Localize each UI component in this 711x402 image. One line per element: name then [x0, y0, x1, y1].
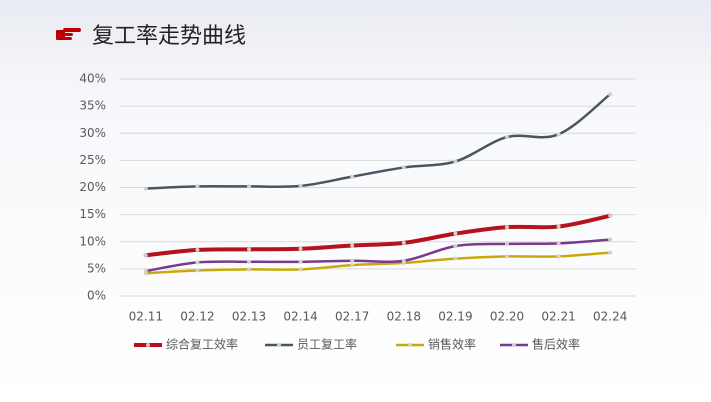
y-tick-label: 35% [79, 99, 106, 113]
point [505, 135, 509, 140]
point [350, 258, 355, 263]
legend-label: 员工复工率 [297, 337, 357, 352]
point [298, 259, 303, 264]
legend-label: 综合复工效率 [166, 337, 238, 352]
series-line [143, 213, 613, 258]
point [247, 267, 251, 272]
legend-label: 销售效率 [428, 337, 476, 352]
legend-marker [408, 343, 412, 347]
point [453, 159, 458, 164]
point [143, 186, 148, 191]
point [350, 263, 355, 268]
point [453, 231, 458, 236]
point [143, 253, 148, 258]
chart-title: 复工率走势曲线 [92, 24, 246, 49]
y-tick-label: 15% [79, 207, 106, 221]
x-tick-label: 02.19 [438, 310, 472, 324]
x-tick-label: 02.11 [129, 310, 163, 324]
point [350, 243, 355, 248]
series-line [144, 238, 612, 273]
point [247, 247, 251, 252]
point [350, 174, 355, 179]
point [608, 237, 613, 242]
y-tick-label: 30% [79, 126, 106, 140]
legend-marker [277, 343, 281, 347]
point [195, 184, 200, 189]
y-tick-label: 10% [79, 234, 106, 248]
point [608, 213, 613, 218]
legend-marker [146, 343, 150, 347]
x-tick-label: 02.21 [541, 310, 575, 324]
point [505, 241, 509, 246]
point [505, 225, 509, 230]
x-tick-label: 02.13 [232, 310, 266, 324]
legend-marker [512, 343, 516, 347]
x-tick-label: 02.12 [180, 310, 214, 324]
point [556, 241, 561, 246]
point [401, 240, 406, 245]
point [298, 183, 303, 188]
point [195, 260, 200, 265]
legend-label: 售后效率 [532, 337, 580, 352]
x-tick-label: 02.14 [283, 310, 317, 324]
point [505, 254, 509, 259]
title-icon [56, 28, 81, 40]
point [608, 92, 613, 97]
point [556, 254, 561, 259]
y-tick-label: 20% [79, 180, 106, 194]
point [556, 132, 561, 137]
series-line [144, 251, 612, 275]
point [556, 224, 561, 229]
y-tick-label: 0% [87, 289, 106, 303]
x-tick-label: 02.20 [490, 310, 524, 324]
point [298, 246, 303, 251]
y-tick-label: 40% [79, 72, 106, 86]
point [143, 269, 148, 274]
point [401, 258, 406, 263]
point [298, 267, 303, 272]
x-tick-label: 02.24 [593, 310, 627, 324]
point [453, 244, 458, 249]
point [195, 247, 200, 252]
point [195, 268, 200, 273]
x-tick-label: 02.18 [387, 310, 421, 324]
y-tick-label: 5% [87, 261, 106, 275]
point [247, 184, 251, 189]
point [247, 259, 251, 264]
x-tick-label: 02.17 [335, 310, 369, 324]
series-line [144, 92, 612, 190]
point [453, 256, 458, 261]
point [401, 165, 406, 170]
point [608, 250, 613, 255]
y-tick-label: 25% [79, 153, 106, 167]
